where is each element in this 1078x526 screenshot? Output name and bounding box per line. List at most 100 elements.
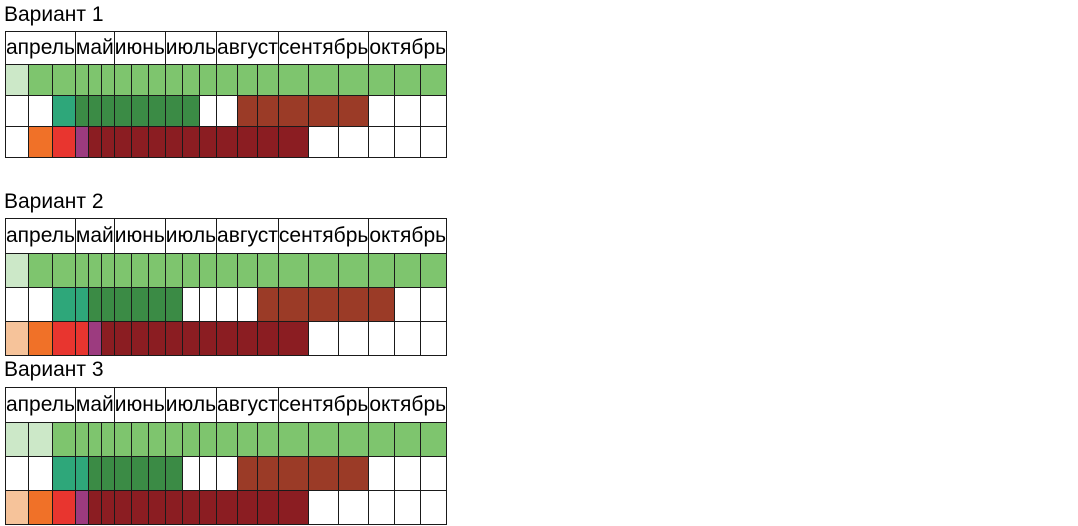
period-cell — [4, 253, 30, 288]
period-cell — [147, 490, 166, 525]
period-cell — [308, 422, 340, 457]
period-cell — [113, 321, 132, 356]
period-cell — [28, 126, 53, 158]
month-label: май — [74, 31, 115, 65]
period-cell — [113, 490, 132, 525]
month-header-row: апрель май июнь июль август сентябрь октябрь — [5, 218, 448, 254]
period-cell — [236, 126, 259, 158]
period-cell — [368, 456, 396, 491]
period-cell — [4, 321, 30, 356]
schedule-table: апрель май июнь июль август сентябрь октябрь — [4, 31, 448, 158]
period-cell — [164, 64, 183, 96]
period-cell — [257, 287, 279, 322]
month-label: май — [74, 387, 115, 423]
period-cell — [277, 253, 310, 288]
period-cell — [257, 126, 279, 158]
period-cell — [87, 456, 102, 491]
period-cell — [100, 95, 115, 127]
period-cell — [368, 95, 396, 127]
period-cell — [147, 287, 166, 322]
period-cell — [87, 321, 102, 356]
period-cell — [164, 95, 183, 127]
period-cell — [147, 456, 166, 491]
month-header-row: апрель май июнь июль август сентябрь октябрь — [5, 31, 448, 65]
timeline-row — [4, 253, 448, 288]
period-cell — [74, 490, 89, 525]
period-cell — [198, 456, 218, 491]
period-cell — [87, 422, 102, 457]
period-cell — [4, 456, 30, 491]
period-cell — [216, 422, 238, 457]
period-cell — [130, 321, 149, 356]
period-cell — [257, 321, 279, 356]
period-cell — [130, 287, 149, 322]
month-label: сентябрь — [277, 387, 370, 423]
period-cell — [147, 321, 166, 356]
period-cell — [394, 126, 422, 158]
period-cell — [368, 64, 396, 96]
period-cell — [74, 126, 89, 158]
period-cell — [216, 126, 238, 158]
period-cell — [164, 422, 183, 457]
month-label: август — [216, 218, 279, 254]
period-cell — [164, 253, 183, 288]
period-cell — [198, 287, 218, 322]
period-cell — [51, 490, 76, 525]
period-cell — [51, 321, 76, 356]
period-cell — [308, 490, 340, 525]
period-cell — [216, 95, 238, 127]
period-cell — [4, 95, 30, 127]
period-cell — [100, 490, 115, 525]
period-cell — [100, 253, 115, 288]
period-cell — [368, 253, 396, 288]
period-cell — [147, 95, 166, 127]
period-cell — [216, 64, 238, 96]
period-cell — [420, 126, 448, 158]
month-label: август — [216, 31, 279, 65]
period-cell — [164, 287, 183, 322]
period-cell — [130, 64, 149, 96]
timeline-row — [4, 95, 448, 127]
period-cell — [420, 321, 448, 356]
period-cell — [420, 287, 448, 322]
period-cell — [308, 321, 340, 356]
period-cell — [113, 287, 132, 322]
period-cell — [257, 95, 279, 127]
period-cell — [113, 422, 132, 457]
period-cell — [198, 64, 218, 96]
period-cell — [216, 253, 238, 288]
period-cell — [277, 126, 310, 158]
period-cell — [113, 95, 132, 127]
period-cell — [87, 287, 102, 322]
period-cell — [113, 64, 132, 96]
period-cell — [181, 287, 200, 322]
period-cell — [368, 126, 396, 158]
period-cell — [420, 490, 448, 525]
period-cell — [51, 253, 76, 288]
period-cell — [338, 321, 370, 356]
month-label: июнь — [113, 387, 166, 423]
period-cell — [74, 321, 89, 356]
period-cell — [277, 287, 310, 322]
period-cell — [277, 490, 310, 525]
variant-title: Вариант 2 — [4, 190, 104, 213]
period-cell — [420, 64, 448, 96]
period-cell — [100, 321, 115, 356]
period-cell — [100, 456, 115, 491]
period-cell — [338, 253, 370, 288]
month-label: июль — [164, 387, 218, 423]
period-cell — [257, 490, 279, 525]
period-cell — [216, 490, 238, 525]
period-cell — [394, 287, 422, 322]
variant-title: Вариант 3 — [4, 358, 104, 381]
period-cell — [181, 456, 200, 491]
period-cell — [181, 321, 200, 356]
period-cell — [420, 456, 448, 491]
period-cell — [4, 64, 30, 96]
period-cell — [130, 253, 149, 288]
period-cell — [4, 126, 30, 158]
period-cell — [74, 95, 89, 127]
period-cell — [308, 253, 340, 288]
period-cell — [394, 422, 422, 457]
period-cell — [338, 64, 370, 96]
